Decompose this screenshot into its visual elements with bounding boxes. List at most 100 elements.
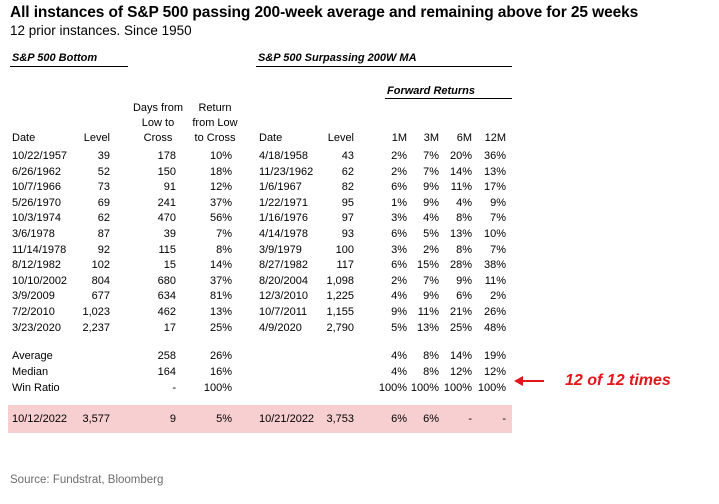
col-header-days-from-low: Cross: [143, 132, 173, 144]
table-cell-return-6m: 4%: [456, 196, 472, 209]
table-cell-return-12m: 36%: [483, 150, 506, 162]
table-cell-return-3m: 15%: [416, 259, 439, 272]
table-cell-return-1m: 6%: [391, 259, 407, 272]
table-cell-return-from-low: 14%: [209, 259, 232, 272]
current-row-cross-date: 10/21/2022: [259, 413, 315, 425]
callout-arrow-line: [520, 380, 544, 382]
right-section-heading: S&P 500 Surpassing 200W MA: [258, 52, 417, 64]
table-cell-return-1m: 6%: [391, 228, 407, 240]
forward-returns-underline: [385, 98, 512, 99]
table-cell-return-3m: 7%: [423, 274, 439, 287]
table-cell-days-from-low: 91: [163, 181, 176, 194]
table-cell-return-1m: 1%: [391, 196, 407, 209]
table-cell-return-3m: 7%: [423, 165, 439, 178]
table-cell-return-from-low: 18%: [209, 165, 232, 178]
current-row-level: 3,577: [82, 413, 110, 425]
summary-return-12m: 19%: [483, 350, 506, 362]
table-cell-cross-level: 97: [341, 212, 354, 225]
table-cell-return-6m: 28%: [449, 259, 472, 272]
table-cell-date: 11/14/1978: [12, 243, 67, 256]
col-header-3m: 3M: [423, 132, 439, 144]
table-cell-cross-level: 43: [341, 150, 354, 162]
table-cell-date: 5/26/1970: [12, 196, 61, 209]
table-cell-return-1m: 6%: [391, 181, 407, 194]
table-cell-date: 3/6/1978: [12, 228, 55, 240]
table-cell-return-3m: 4%: [423, 212, 439, 225]
current-row-cross-level: 3,753: [326, 413, 354, 425]
summary-days-from-low: 258: [157, 350, 176, 362]
current-row-return-6m: -: [468, 413, 472, 425]
table-cell-return-12m: 11%: [484, 274, 506, 287]
table-cell-level: 102: [91, 259, 110, 272]
table-cell-cross-date: 11/23/1962: [259, 165, 314, 178]
table-cell-cross-level: 62: [341, 165, 354, 178]
table-cell-return-3m: 9%: [423, 181, 439, 194]
table-cell-return-12m: 38%: [483, 259, 506, 272]
summary-label: Win Ratio: [12, 382, 60, 394]
table-cell-cross-date: 12/3/2010: [259, 290, 308, 303]
table-cell-days-from-low: 241: [157, 196, 176, 209]
table-cell-return-1m: 2%: [391, 165, 407, 178]
source-note: Source: Fundstrat, Bloomberg: [10, 474, 164, 486]
table-cell-return-1m: 2%: [391, 274, 407, 287]
table-cell-return-3m: 9%: [423, 196, 439, 209]
table-cell-cross-date: 8/27/1982: [259, 259, 308, 272]
table-cell-date: 8/12/1982: [12, 259, 61, 272]
table-cell-cross-date: 1/6/1967: [259, 181, 302, 194]
table-cell-cross-date: 1/16/1976: [259, 212, 308, 225]
current-row-date: 10/12/2022: [12, 413, 68, 425]
table-cell-days-from-low: 634: [157, 290, 176, 303]
table-cell-return-12m: 48%: [483, 321, 506, 334]
table-cell-return-6m: 14%: [449, 165, 472, 178]
summary-return-from-low: 26%: [209, 350, 232, 362]
table-cell-cross-level: 117: [336, 259, 354, 272]
table-cell-date: 6/26/1962: [12, 165, 61, 178]
table-cell-return-1m: 3%: [391, 243, 407, 256]
summary-label: Average: [12, 350, 53, 362]
left-section-underline: [10, 66, 128, 67]
table-cell-level: 62: [97, 212, 110, 225]
table-cell-return-3m: 9%: [423, 290, 439, 303]
summary-return-1m: 4%: [391, 366, 407, 378]
summary-days-from-low: -: [172, 382, 176, 394]
summary-return-12m: 12%: [483, 366, 506, 378]
summary-return-12m: 100%: [477, 382, 506, 394]
table-cell-cross-level: 2,790: [326, 321, 354, 334]
table-cell-return-6m: 8%: [456, 243, 472, 256]
table-cell-level: 73: [97, 181, 110, 194]
current-row-return-from-low: 5%: [216, 413, 232, 425]
col-header-return-from-low: to Cross: [194, 132, 236, 144]
table-cell-days-from-low: 150: [157, 165, 176, 178]
table-cell-cross-level: 1,225: [326, 290, 354, 303]
table-cell-return-3m: 13%: [416, 321, 439, 334]
table-cell-cross-date: 10/7/2011: [259, 306, 308, 318]
table-cell-days-from-low: 178: [157, 150, 176, 162]
col-header-cross-level: Level: [327, 132, 354, 144]
current-row-return-1m: 6%: [391, 413, 407, 425]
table-cell-return-from-low: 10%: [209, 150, 232, 162]
summary-label: Median: [12, 366, 49, 378]
summary-return-6m: 12%: [449, 366, 472, 378]
table-cell-cross-level: 1,098: [326, 274, 354, 287]
table-cell-days-from-low: 462: [157, 306, 176, 318]
table-cell-return-3m: 5%: [423, 228, 439, 240]
current-row-days-from-low: 9: [169, 413, 176, 425]
table-cell-level: 52: [97, 165, 110, 178]
page-title: All instances of S&P 500 passing 200-wee…: [10, 4, 639, 21]
table-cell-return-1m: 5%: [391, 321, 407, 334]
table-cell-days-from-low: 39: [163, 228, 176, 240]
table-cell-return-6m: 13%: [449, 228, 472, 240]
table-cell-date: 7/2/2010: [12, 306, 55, 318]
col-header-return-from-low: Return: [198, 102, 232, 114]
summary-return-from-low: 100%: [203, 382, 232, 394]
table-cell-return-6m: 11%: [450, 181, 472, 194]
table-cell-date: 10/7/1966: [12, 181, 61, 194]
table-cell-return-from-low: 8%: [216, 243, 232, 256]
summary-return-6m: 100%: [443, 382, 472, 394]
table-cell-level: 677: [91, 290, 110, 303]
col-header-days-from-low: Low to: [141, 117, 175, 129]
page-subtitle: 12 prior instances. Since 1950: [10, 23, 192, 38]
table-cell-return-12m: 10%: [483, 228, 506, 240]
table-cell-days-from-low: 680: [157, 274, 176, 287]
current-row-return-3m: 6%: [423, 413, 439, 425]
